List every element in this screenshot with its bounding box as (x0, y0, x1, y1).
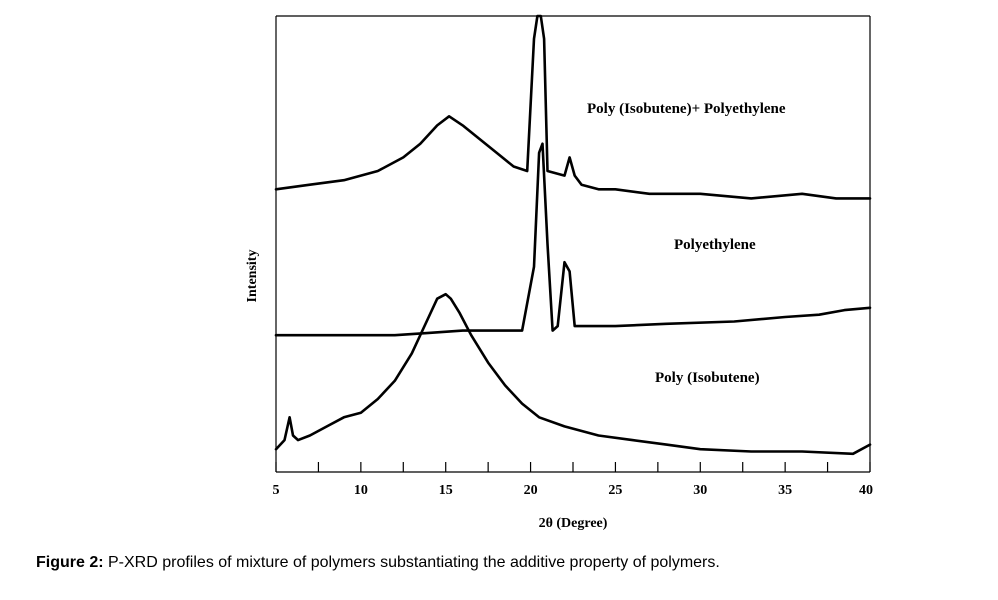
series-label-polyisobutene: Poly (Isobutene) (655, 370, 760, 386)
x-tick-label-10: 10 (354, 483, 368, 498)
x-axis-title: 2θ (Degree) (539, 516, 608, 531)
figure-caption-label: Figure 2: (36, 554, 104, 571)
series-lines (274, 14, 872, 456)
x-tick-label-5: 5 (273, 483, 280, 498)
x-tick-label-35: 35 (778, 483, 792, 498)
x-ticks (275, 462, 871, 472)
figure-caption: Figure 2: P-XRD profiles of mixture of p… (36, 554, 720, 572)
plot-frame (275, 15, 871, 473)
x-tick-label-30: 30 (693, 483, 707, 498)
series-label-mixture: Poly (Isobutene)+ Polyethylene (587, 101, 786, 117)
x-tick-labels: 5 10 15 20 25 30 35 40 (273, 483, 874, 498)
x-tick-label-25: 25 (608, 483, 622, 498)
x-tick-label-20: 20 (524, 483, 538, 498)
figure-caption-text: P-XRD profiles of mixture of polymers su… (103, 554, 720, 571)
series-labels: Poly (Isobutene)+ Polyethylene Polyethyl… (587, 101, 786, 386)
x-tick-label-15: 15 (439, 483, 453, 498)
series-line-mixture (274, 14, 872, 200)
series-label-polyethylene: Polyethylene (674, 237, 756, 253)
x-tick-label-40: 40 (859, 483, 873, 498)
series-line-polyethylene (274, 142, 872, 337)
series-line-polyisobutene (274, 292, 872, 456)
y-axis-title: Intensity (245, 250, 260, 303)
